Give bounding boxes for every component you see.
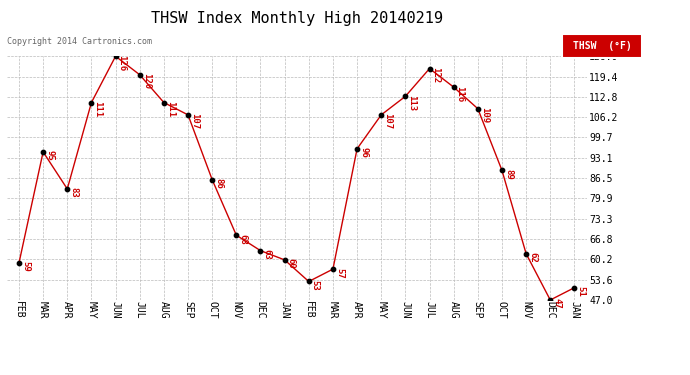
Text: 62: 62: [528, 252, 537, 263]
Text: 95: 95: [45, 150, 54, 161]
Text: 111: 111: [93, 101, 102, 117]
Text: 60: 60: [286, 258, 295, 269]
Text: 96: 96: [359, 147, 368, 158]
Text: 89: 89: [504, 169, 513, 180]
Text: 113: 113: [407, 95, 416, 111]
Text: 57: 57: [335, 268, 344, 278]
Text: THSW  (°F): THSW (°F): [573, 41, 631, 51]
Text: 126: 126: [117, 55, 126, 71]
Text: 51: 51: [576, 286, 585, 297]
Point: [520, 251, 531, 257]
Point: [400, 93, 411, 99]
Text: 120: 120: [141, 73, 150, 89]
Text: 53: 53: [310, 280, 319, 291]
Point: [328, 266, 339, 272]
Point: [303, 279, 314, 285]
Point: [110, 53, 121, 59]
Point: [62, 186, 73, 192]
Point: [230, 232, 241, 238]
Point: [37, 149, 48, 155]
Text: 107: 107: [383, 113, 392, 129]
Point: [375, 112, 386, 118]
Point: [279, 257, 290, 263]
Point: [424, 66, 435, 72]
Text: 109: 109: [480, 107, 489, 123]
Point: [255, 248, 266, 254]
Text: 122: 122: [431, 67, 440, 83]
Text: 47: 47: [552, 298, 561, 309]
Text: Copyright 2014 Cartronics.com: Copyright 2014 Cartronics.com: [7, 38, 152, 46]
Text: 107: 107: [190, 113, 199, 129]
Text: 63: 63: [262, 249, 271, 260]
Point: [351, 146, 363, 152]
Point: [86, 99, 97, 105]
Text: 68: 68: [238, 234, 247, 244]
Text: 111: 111: [166, 101, 175, 117]
Text: 59: 59: [21, 261, 30, 272]
Text: 83: 83: [69, 188, 78, 198]
Point: [134, 72, 145, 78]
Point: [14, 260, 25, 266]
Point: [472, 106, 483, 112]
Text: THSW Index Monthly High 20140219: THSW Index Monthly High 20140219: [150, 11, 443, 26]
Point: [207, 177, 218, 183]
Point: [497, 167, 508, 173]
Point: [448, 84, 460, 90]
Text: 116: 116: [455, 86, 464, 102]
Point: [569, 285, 580, 291]
Text: 86: 86: [214, 178, 223, 189]
Point: [545, 297, 556, 303]
Point: [182, 112, 193, 118]
Point: [158, 99, 169, 105]
